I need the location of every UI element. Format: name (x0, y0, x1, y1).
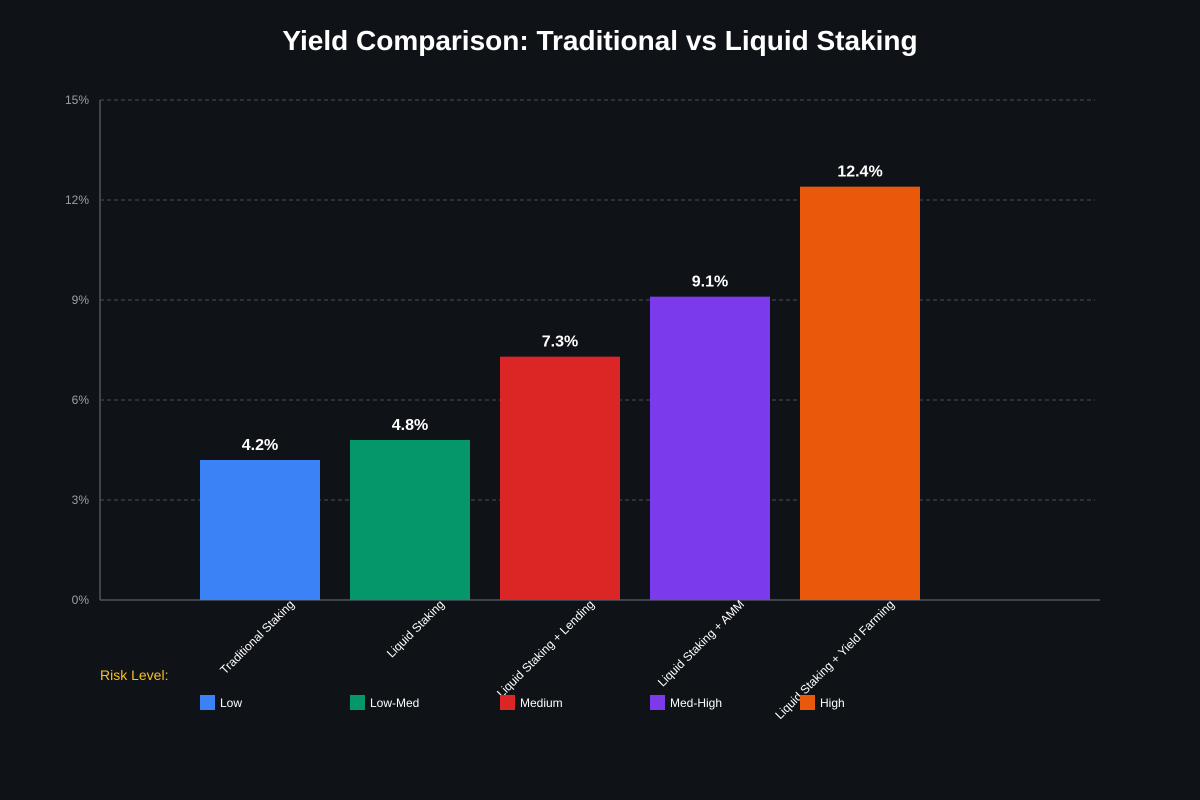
data-label: 12.4% (837, 164, 882, 181)
legend-swatch (800, 695, 815, 710)
chart-title: Yield Comparison: Traditional vs Liquid … (282, 25, 917, 56)
bar (350, 440, 470, 600)
data-label: 7.3% (542, 334, 578, 351)
y-tick-label: 6% (72, 393, 90, 407)
legend-label: Low-Med (370, 696, 419, 710)
y-tick-label: 0% (72, 593, 90, 607)
legend-title: Risk Level: (100, 667, 168, 683)
x-tick-label: Traditional Staking (217, 597, 297, 677)
data-label: 4.8% (392, 417, 428, 434)
x-tick-label: Liquid Staking (384, 597, 447, 660)
bar (500, 356, 620, 600)
bars (200, 186, 920, 600)
y-tick-label: 9% (72, 293, 90, 307)
legend-swatch (650, 695, 665, 710)
legend-label: Med-High (670, 696, 722, 710)
legend-label: Low (220, 696, 242, 710)
bar (800, 186, 920, 600)
legend-swatch (500, 695, 515, 710)
x-tick-label: Liquid Staking + AMM (655, 597, 747, 689)
y-tick-label: 15% (65, 93, 89, 107)
data-label: 9.1% (692, 274, 728, 291)
legend-swatch (350, 695, 365, 710)
bar (200, 460, 320, 600)
data-label: 4.2% (242, 437, 278, 454)
y-tick-label: 12% (65, 193, 89, 207)
legend-label: Medium (520, 696, 563, 710)
bar (650, 296, 770, 600)
x-tick-label: Liquid Staking + Lending (494, 597, 597, 700)
legend-label: High (820, 696, 845, 710)
legend: Low Low-Med Medium Med-High High (200, 695, 845, 710)
y-tick-label: 3% (72, 493, 90, 507)
legend-swatch (200, 695, 215, 710)
